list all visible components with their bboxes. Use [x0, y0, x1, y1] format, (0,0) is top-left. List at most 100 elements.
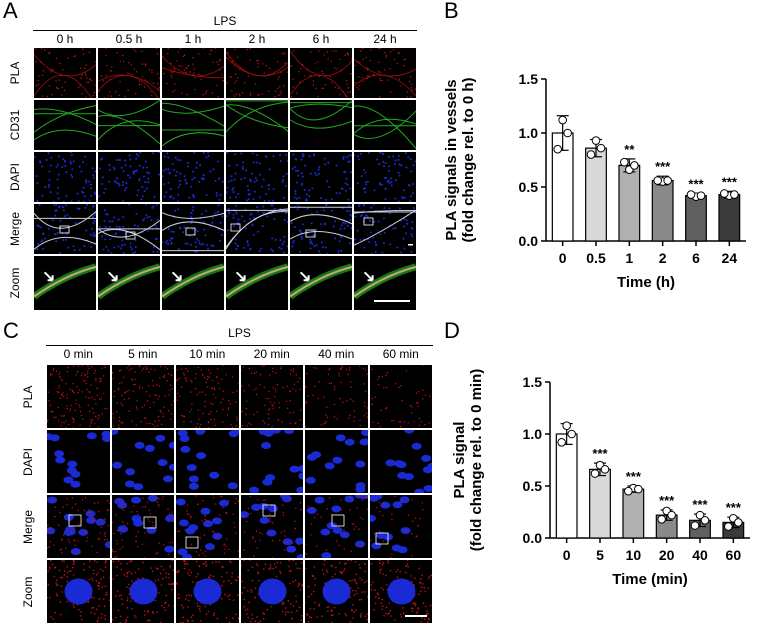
column-label: 1 h [184, 32, 202, 46]
y-axis-label: PLA signals in vessels [444, 79, 460, 240]
micrograph-merge [162, 204, 224, 254]
data-point [696, 191, 706, 200]
x-tick-label: 0.5 [586, 250, 606, 266]
bar [585, 147, 607, 242]
x-tick-label: 5 [596, 547, 604, 563]
micrograph-merge [354, 204, 416, 254]
panel-letter-a: A [3, 0, 18, 23]
x-tick-label: 6 [692, 250, 700, 266]
data-point [591, 136, 601, 145]
micrograph-merge [290, 204, 352, 254]
column-label: 10 min [189, 347, 226, 361]
data-point [724, 522, 733, 531]
micrograph-pla [111, 365, 174, 428]
row-label: Merge [8, 212, 22, 247]
micrograph-merge [98, 204, 160, 254]
row-label: Merge [21, 509, 35, 544]
column-label: 40 min [318, 347, 355, 361]
data-point [653, 176, 662, 185]
data-point [600, 465, 610, 474]
micrograph-zoom [162, 256, 224, 310]
panel-letter-d: D [444, 318, 460, 343]
x-tick-label: 40 [692, 547, 708, 563]
micrograph-cd31 [98, 100, 160, 150]
data-point [630, 161, 639, 170]
gridC-lps-label: LPS [228, 326, 251, 340]
data-point [596, 143, 606, 153]
x-axis-label: Time (h) [617, 274, 675, 291]
column-label: 0 min [63, 347, 93, 361]
panel-d-bar-chart: 0.0 0.5 1.0 1.5 PLA signal (fold change rel. … [451, 369, 750, 588]
micrograph-zoom [305, 560, 368, 623]
micrograph-pla [290, 48, 352, 98]
micrograph-pla [354, 48, 416, 98]
bar [618, 164, 641, 242]
data-point [667, 510, 676, 520]
micrograph-zoom [111, 560, 174, 623]
data-point [730, 190, 739, 199]
micrograph-dapi [290, 152, 352, 202]
data-point [695, 510, 705, 520]
micrograph-dapi [98, 152, 160, 202]
bar [622, 488, 645, 539]
micrograph-dapi [47, 430, 110, 493]
data-point [590, 469, 600, 478]
row-label: PLA [21, 385, 35, 408]
micrograph-zoom [290, 256, 352, 310]
bar [555, 433, 578, 539]
micrograph-cd31 [226, 100, 288, 150]
data-point [567, 429, 576, 439]
significance-label: *** [655, 159, 671, 174]
row-label: DAPI [8, 163, 22, 192]
y-tick-label: 1.5 [519, 71, 539, 87]
y-axis-label: (fold change rel. to 0 min) [468, 369, 485, 552]
x-tick-label: 20 [659, 547, 675, 563]
micrograph-zoom [226, 256, 288, 310]
data-point [720, 189, 729, 198]
micrograph-cd31 [290, 100, 352, 150]
row-label: DAPI [21, 447, 35, 476]
x-tick-label: 10 [626, 547, 642, 563]
y-axis-label: (fold change rel. to 0 h) [460, 77, 477, 242]
micrograph-merge [226, 204, 288, 254]
data-point [563, 128, 572, 138]
micrograph-zoom [240, 560, 303, 623]
x-tick-label: 24 [722, 250, 738, 266]
panel-letter-b: B [444, 0, 459, 23]
bar [685, 195, 707, 242]
micrograph-zoom [369, 560, 432, 623]
row-label: Zoom [8, 267, 22, 299]
row-label: CD31 [8, 109, 22, 141]
micrograph-merge [47, 495, 110, 558]
gridA-lps-label: LPS [213, 14, 237, 28]
significance-label: *** [659, 493, 675, 508]
micrograph-dapi [176, 430, 239, 493]
y-axis-label: PLA signal [451, 422, 468, 499]
micrograph-dapi [354, 152, 416, 202]
gridC-lps-line [46, 345, 433, 346]
x-tick-label: 1 [625, 250, 633, 266]
significance-label: ** [624, 142, 635, 157]
data-point [690, 521, 700, 530]
micrograph-dapi [226, 152, 288, 202]
micrograph-pla [162, 48, 224, 98]
data-point [634, 484, 643, 494]
data-point [620, 157, 629, 167]
data-point [553, 144, 562, 154]
micrograph-dapi [305, 430, 368, 493]
significance-label: *** [692, 497, 708, 512]
y-tick-label: 1.5 [523, 374, 543, 390]
row-label: PLA [8, 61, 22, 85]
column-label: 2 h [248, 32, 266, 46]
x-axis-label: Time (min) [612, 571, 688, 588]
micrograph-cd31 [354, 100, 416, 150]
micrograph-dapi [111, 430, 174, 493]
micrograph-pla [34, 48, 96, 98]
micrograph-merge [305, 495, 368, 558]
gridA-lps-line [33, 30, 417, 31]
micrograph-merge [240, 495, 303, 558]
y-tick-label: 0.0 [519, 233, 539, 249]
significance-label: *** [722, 174, 738, 189]
column-label: 5 min [128, 347, 158, 361]
data-point [624, 486, 633, 496]
